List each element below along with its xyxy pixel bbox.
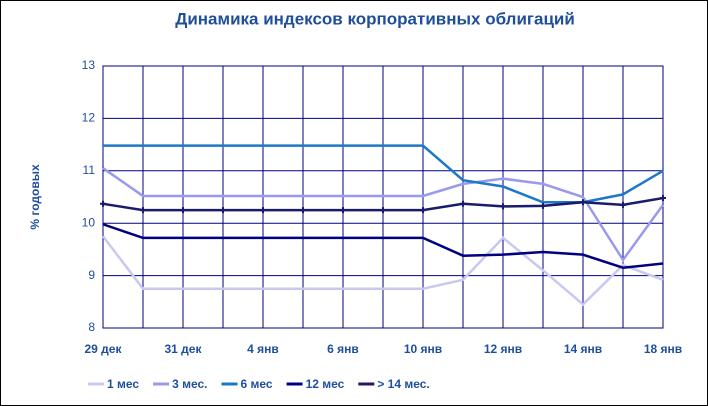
- x-tick-label: 6 янв: [327, 342, 359, 356]
- x-tick-label: 29 дек: [85, 342, 123, 356]
- marker: [340, 207, 346, 214]
- marker: [620, 201, 626, 208]
- chart-title: Динамика индексов корпоративных облигаци…: [175, 9, 575, 28]
- y-axis-label: % годовых: [28, 164, 42, 230]
- marker: [540, 202, 546, 209]
- x-tick-label: 12 янв: [484, 342, 522, 356]
- y-tick-label: 9: [88, 268, 95, 282]
- y-tick-label: 8: [88, 320, 95, 334]
- y-tick-label: 11: [83, 163, 96, 177]
- marker: [300, 207, 306, 214]
- x-tick-label: 10 янв: [404, 342, 442, 356]
- series-line: [102, 235, 664, 307]
- marker: [260, 207, 266, 214]
- legend-label: 12 мес: [306, 377, 345, 391]
- marker: [460, 200, 466, 207]
- marker: [660, 195, 666, 202]
- marker: [580, 199, 586, 206]
- marker: [500, 203, 506, 210]
- x-tick-label: 31 дек: [165, 342, 203, 356]
- legend-label: 3 мес.: [172, 377, 207, 391]
- marker: [180, 207, 186, 214]
- x-tick-label: 4 янв: [247, 342, 279, 356]
- y-tick-label: 10: [82, 215, 96, 229]
- x-tick-label: 14 янв: [564, 342, 602, 356]
- legend-label: 1 мес: [107, 377, 139, 391]
- y-tick-label: 12: [82, 111, 96, 125]
- marker: [140, 207, 146, 214]
- series-line: [102, 167, 665, 263]
- marker: [220, 207, 226, 214]
- marker: [100, 200, 106, 207]
- legend-label: > 14 мес.: [377, 377, 429, 391]
- y-tick-label: 13: [82, 58, 96, 72]
- x-tick-label: 18 янв: [644, 342, 682, 356]
- series-line: [102, 223, 664, 270]
- marker: [380, 207, 386, 214]
- marker: [420, 207, 426, 214]
- legend-label: 6 мес: [241, 377, 273, 391]
